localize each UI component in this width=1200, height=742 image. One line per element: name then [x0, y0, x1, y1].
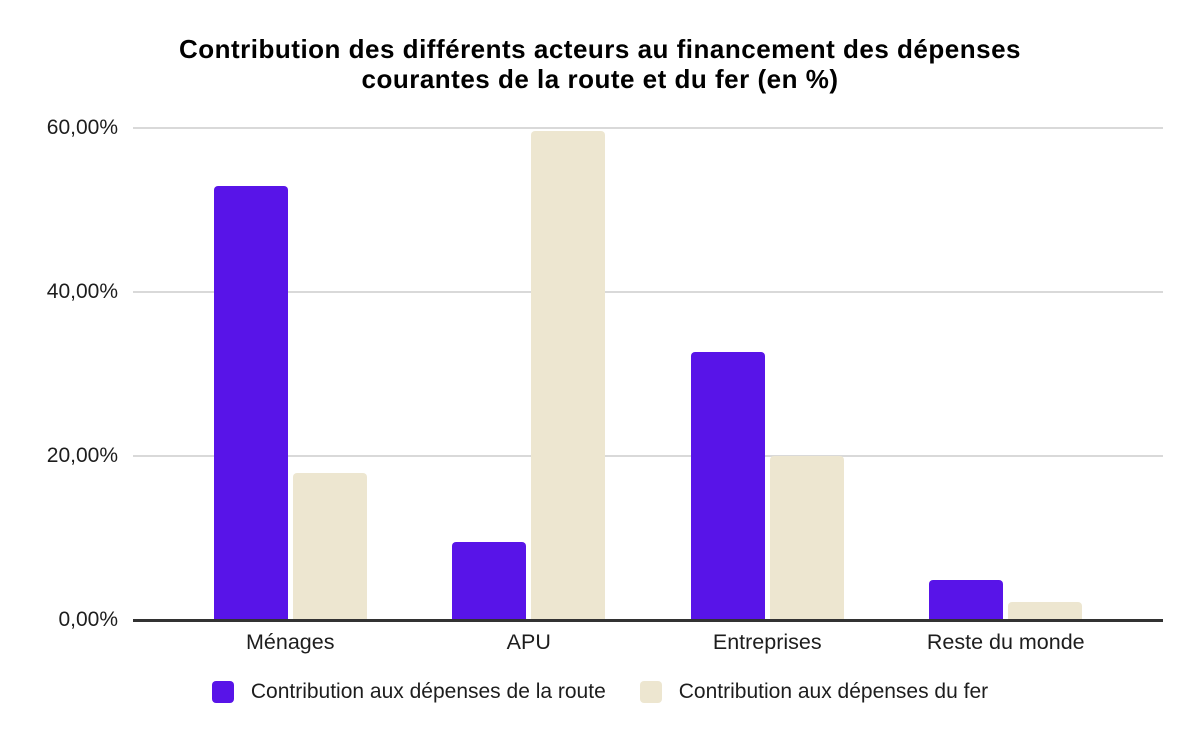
chart-title: Contribution des différents acteurs au f… — [0, 34, 1200, 94]
gridline-40 — [133, 291, 1163, 293]
bar-Entreprises-Contribution aux dépenses de la route — [690, 351, 765, 620]
legend-swatch-icon — [211, 681, 234, 703]
bar-APU-Contribution aux dépenses du fer — [531, 131, 606, 620]
x-axis-labels: Ménages APU Entreprises Reste du monde — [133, 630, 1163, 655]
bar-groups — [133, 128, 1163, 620]
bar-group-Reste du monde — [887, 128, 1126, 620]
legend-item: Contribution aux dépenses de la route — [211, 680, 606, 704]
bar-Reste du monde-Contribution aux dépenses de la route — [929, 579, 1004, 620]
bar-Entreprises-Contribution aux dépenses du fer — [769, 456, 844, 620]
legend-swatch-icon — [639, 681, 662, 703]
chart-title-line1: Contribution des différents acteurs au f… — [178, 34, 1021, 64]
bar-Ménages-Contribution aux dépenses du fer — [292, 473, 367, 620]
y-tick-label-20: 20,00% — [46, 444, 118, 467]
y-tick-label-0: 0,00% — [58, 608, 118, 631]
x-axis-label-Ménages: Ménages — [246, 630, 335, 654]
x-axis-label-Reste du monde: Reste du monde — [926, 630, 1085, 654]
legend: Contribution aux dépenses de la route Con… — [0, 680, 1200, 704]
bar-APU-Contribution aux dépenses de la route — [452, 542, 527, 620]
x-axis-label-Entreprises: Entreprises — [712, 630, 822, 654]
bar-group-Ménages — [171, 128, 410, 620]
bar-Ménages-Contribution aux dépenses de la route — [213, 186, 288, 620]
x-axis-line — [133, 619, 1163, 622]
gridline-20 — [133, 455, 1163, 457]
bar-group-Entreprises — [648, 128, 887, 620]
plot-area — [133, 127, 1163, 622]
x-axis-label-APU: APU — [506, 630, 551, 654]
bar-Reste du monde-Contribution aux dépenses du fer — [1008, 602, 1083, 620]
y-axis: 0,00% 20,00% 40,00% 60,00% — [0, 116, 118, 631]
legend-item: Contribution aux dépenses du fer — [639, 680, 989, 704]
legend-label: Contribution aux dépenses de la route — [250, 680, 606, 703]
legend-label: Contribution aux dépenses du fer — [678, 680, 989, 703]
bar-group-APU — [410, 128, 649, 620]
y-tick-label-40: 40,00% — [46, 280, 118, 303]
y-tick-label-60: 60,00% — [46, 116, 118, 139]
chart-title-line2: courantes de la route et du fer (en %) — [361, 64, 839, 94]
gridline-60 — [133, 127, 1163, 129]
